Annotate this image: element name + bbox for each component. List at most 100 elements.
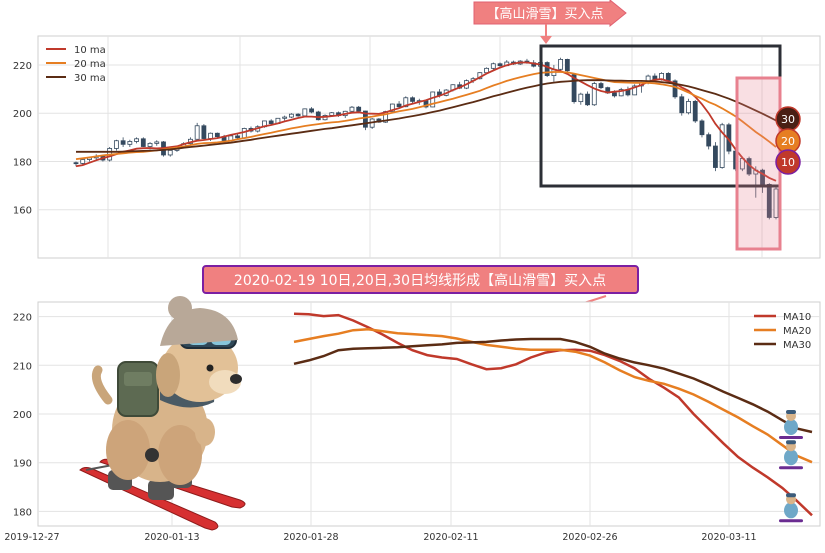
legend-label-ma10: 10 ma bbox=[74, 45, 106, 56]
candle-body bbox=[73, 162, 79, 165]
candle-body bbox=[564, 59, 570, 72]
candle-body bbox=[598, 83, 604, 89]
candle-body bbox=[268, 120, 274, 124]
candle-body bbox=[389, 103, 395, 112]
small-skier-ski bbox=[779, 466, 803, 470]
bottom-x-axis: 2019-12-27 2020-01-13 2020-01-28 2020-02-11… bbox=[4, 532, 756, 543]
candle-body bbox=[194, 125, 200, 140]
legend-label-MA20: MA20 bbox=[783, 326, 811, 337]
candle-body bbox=[295, 113, 301, 117]
candle-body bbox=[396, 103, 402, 108]
top-arrow-text: 【高山滑雪】买入点 bbox=[486, 6, 603, 22]
small-skier-ski bbox=[779, 436, 803, 439]
legend-label-ma20: 20 ma bbox=[74, 59, 106, 70]
candle-body bbox=[699, 120, 705, 136]
candle-body bbox=[80, 159, 86, 164]
candle-body bbox=[706, 134, 712, 147]
bottom-y-tick-label: 190 bbox=[13, 459, 32, 470]
legend-label-MA10: MA10 bbox=[783, 312, 811, 323]
small-skier-icon bbox=[779, 493, 803, 523]
top-y-axis: 160 180 200 220 bbox=[13, 61, 32, 217]
bottom-line-MA10 bbox=[293, 312, 813, 517]
candle-body bbox=[288, 113, 294, 118]
candle-body bbox=[490, 63, 496, 69]
candle-body bbox=[167, 149, 173, 156]
top-arrow-shape bbox=[473, 0, 627, 28]
ma-badge-20-label: 20 bbox=[781, 135, 795, 148]
top-plot-frame bbox=[37, 35, 821, 259]
candle-body bbox=[578, 93, 584, 103]
bottom-x-tick-label: 2020-01-13 bbox=[144, 532, 199, 543]
bottom-y-tick-label: 200 bbox=[13, 410, 32, 421]
small-skier-icons bbox=[779, 410, 803, 523]
bottom-x-tick-label: 2020-02-26 bbox=[562, 532, 617, 543]
top-ma-lines bbox=[75, 61, 777, 182]
candle-body bbox=[558, 59, 564, 70]
bottom-x-tick-label: 2020-02-11 bbox=[423, 532, 478, 543]
ma-badge-30: 30 bbox=[775, 106, 801, 132]
small-skier-body bbox=[784, 449, 798, 466]
candle-body bbox=[147, 142, 153, 147]
candle-body bbox=[571, 74, 577, 103]
candle-body bbox=[363, 110, 368, 128]
bottom-y-tick-label: 210 bbox=[13, 361, 32, 372]
mid-annotation-text: 2020-02-19 10日,20日,30日均线形成【高山滑雪】买入点 bbox=[234, 272, 606, 289]
bottom-x-tick-label: 2019-12-27 bbox=[4, 532, 59, 543]
candle-body bbox=[282, 116, 288, 119]
candle-body bbox=[201, 125, 207, 139]
candle-body bbox=[773, 188, 779, 218]
candle-body bbox=[208, 132, 214, 139]
top-y-tick-label: 160 bbox=[13, 206, 32, 217]
legend-label-ma30: 30 ma bbox=[74, 73, 106, 84]
candle-body bbox=[235, 135, 240, 139]
candle-body bbox=[214, 132, 220, 138]
candle-body bbox=[672, 80, 678, 98]
top-line-30ma bbox=[76, 79, 777, 153]
candle-body bbox=[315, 111, 321, 121]
small-skier-ski bbox=[779, 519, 803, 523]
buy-point-box bbox=[735, 76, 782, 251]
candle-body bbox=[632, 85, 638, 96]
bottom-y-tick-label: 180 bbox=[13, 507, 32, 518]
ma-badge-10: 10 bbox=[775, 149, 801, 175]
skiing-puppy-icon bbox=[79, 296, 246, 531]
candle-body bbox=[154, 141, 160, 144]
candle-body bbox=[309, 108, 314, 113]
candle-body bbox=[665, 73, 671, 82]
top-y-tick-label: 220 bbox=[13, 61, 32, 72]
bottom-line-MA30 bbox=[293, 337, 813, 434]
candle-body bbox=[349, 106, 355, 112]
candle-body bbox=[134, 138, 139, 142]
top-y-tick-label: 200 bbox=[13, 109, 32, 120]
candle-body bbox=[713, 145, 718, 168]
small-skier-body bbox=[784, 502, 798, 519]
small-skier-hat bbox=[786, 440, 796, 445]
candle-body bbox=[591, 83, 597, 106]
small-skier-hat bbox=[786, 410, 796, 414]
bottom-ma-lines bbox=[293, 312, 813, 517]
top-legend: 10 ma 20 ma 30 ma bbox=[46, 45, 106, 84]
candle-body bbox=[612, 92, 617, 97]
candle-body bbox=[113, 140, 119, 149]
small-skier-body bbox=[784, 419, 798, 435]
candle-body bbox=[410, 97, 415, 102]
top-y-tick-label: 180 bbox=[13, 157, 32, 168]
candle-body bbox=[760, 169, 765, 185]
candle-body bbox=[302, 108, 308, 117]
bottom-y-tick-label: 220 bbox=[13, 313, 32, 324]
ma-badge-30-label: 30 bbox=[781, 113, 795, 126]
bottom-legend: MA10 MA20 MA30 bbox=[754, 312, 811, 351]
candle-body bbox=[692, 100, 698, 122]
candle-body bbox=[766, 184, 772, 218]
candle-body bbox=[719, 124, 725, 168]
candle-body bbox=[618, 89, 624, 97]
top-line-10ma bbox=[75, 61, 777, 182]
top-arrow-head bbox=[540, 36, 552, 44]
top-arrow-label: 【高山滑雪】买入点 bbox=[473, 0, 627, 44]
bottom-x-tick-label: 2020-01-28 bbox=[283, 532, 338, 543]
candle-body bbox=[686, 100, 691, 114]
legend-label-MA30: MA30 bbox=[783, 340, 811, 351]
